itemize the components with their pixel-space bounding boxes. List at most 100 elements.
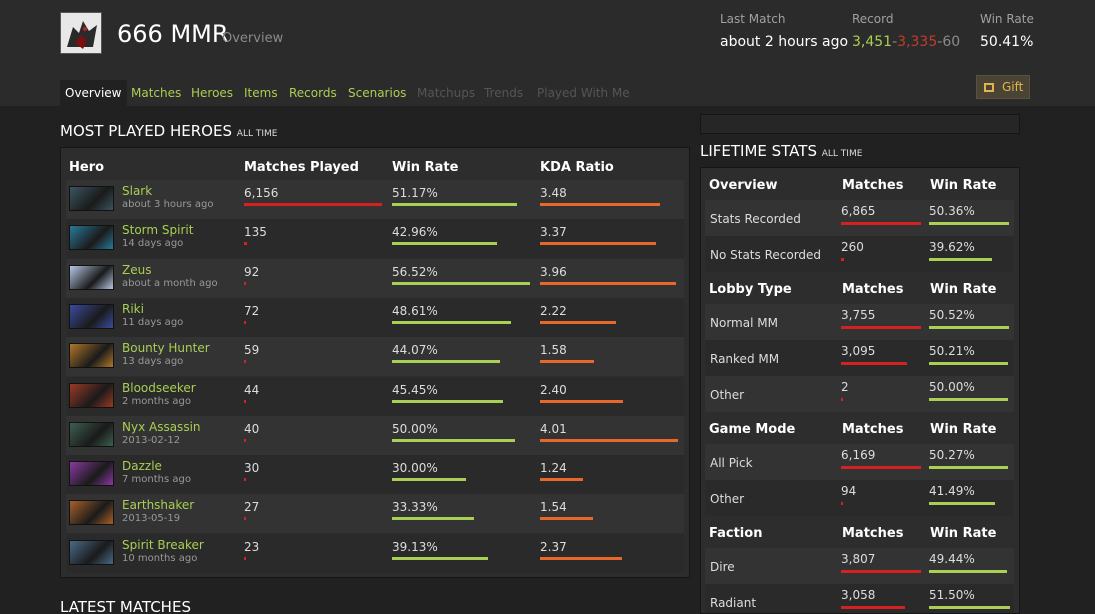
stats-win-rate-bar (929, 570, 1008, 573)
hero-name-link[interactable]: Dazzle (122, 459, 162, 474)
hero-portrait-icon[interactable] (69, 421, 114, 447)
hero-name-link[interactable]: Storm Spirit (122, 223, 194, 238)
hero-last-played: 10 months ago (122, 552, 198, 564)
hero-name-link[interactable]: Spirit Breaker (122, 537, 204, 552)
column-header-kda-ratio[interactable]: KDA Ratio (540, 160, 614, 175)
hero-portrait-icon[interactable] (69, 343, 114, 369)
hero-portrait-icon[interactable] (69, 382, 114, 408)
hero-row[interactable]: Slark about 3 hours ago 6,156 51.17% 3.48 (66, 180, 684, 219)
tab-records[interactable]: Records (289, 86, 337, 100)
hero-portrait-icon[interactable] (69, 461, 114, 487)
matches-played-value: 23 (244, 539, 260, 554)
win-rate-value: 42.96% (392, 225, 438, 240)
matches-played-value: 6,156 (244, 186, 279, 200)
gift-icon (984, 83, 994, 92)
matches-played-value: 135 (244, 225, 267, 240)
most-played-qualifier: ALL TIME (236, 129, 278, 139)
column-header-hero[interactable]: Hero (69, 160, 105, 175)
win-rate-label: Win Rate (980, 12, 1034, 26)
matches-played-bar (244, 360, 246, 364)
column-header-win-rate[interactable]: Win Rate (392, 160, 459, 175)
tab-overview[interactable]: Overview (60, 80, 127, 106)
stats-win-rate-bar (929, 258, 992, 261)
stats-row[interactable]: Normal MM 3,755 50.52% (705, 304, 1014, 340)
kda-ratio-bar (540, 399, 623, 403)
record-abandons: 60 (942, 34, 961, 50)
hero-row[interactable]: Bloodseeker 2 months ago 44 45.45% 2.40 (66, 376, 684, 416)
stats-win-rate-value: 50.36% (929, 204, 975, 218)
hero-name-link[interactable]: Earthshaker (122, 498, 195, 513)
stats-row[interactable]: No Stats Recorded 260 39.62% (705, 236, 1014, 272)
stats-win-rate-value: 49.44% (929, 552, 975, 566)
hero-name-link[interactable]: Bounty Hunter (122, 341, 210, 356)
stats-row[interactable]: Ranked MM 3,095 50.21% (705, 340, 1014, 376)
tab-scenarios[interactable]: Scenarios (348, 86, 407, 100)
last-match-value[interactable]: about 2 hours ago (720, 34, 849, 50)
stats-matches-bar (841, 606, 906, 609)
stats-row[interactable]: Radiant 3,058 51.50% (705, 584, 1014, 613)
hero-last-played: 2 months ago (122, 395, 191, 407)
tab-heroes[interactable]: Heroes (191, 86, 234, 100)
record-value: 3,451-3,335-60 (852, 34, 960, 50)
kda-ratio-value: 3.37 (540, 225, 567, 240)
hero-portrait-icon[interactable] (69, 264, 114, 290)
kda-ratio-bar (540, 281, 677, 285)
hero-row[interactable]: Bounty Hunter 13 days ago 59 44.07% 1.58 (66, 337, 684, 377)
stats-win-rate-value: 50.27% (929, 448, 975, 462)
hero-row[interactable]: Storm Spirit 14 days ago 135 42.96% 3.37 (66, 219, 684, 259)
stats-section-heading: Lobby Type (709, 282, 792, 297)
kda-ratio-value: 1.54 (540, 500, 567, 515)
stats-matches-bar (841, 326, 921, 329)
hero-last-played: about a month ago (122, 277, 218, 289)
stats-row[interactable]: Dire 3,807 49.44% (705, 548, 1014, 584)
win-rate-value: 51.17% (392, 186, 438, 200)
win-rate-bar (392, 281, 531, 285)
hero-portrait-icon[interactable] (69, 225, 114, 251)
stats-row[interactable]: All Pick 6,169 50.27% (705, 444, 1014, 480)
gift-button[interactable]: Gift (976, 75, 1030, 99)
hero-portrait-icon[interactable] (69, 303, 114, 329)
hero-name-link[interactable]: Bloodseeker (122, 380, 196, 395)
hero-name-link[interactable]: Slark (122, 184, 153, 198)
record-label: Record (852, 12, 894, 26)
stats-column-matches: Matches (842, 178, 904, 193)
tab-items[interactable]: Items (244, 86, 278, 100)
player-avatar[interactable] (60, 12, 102, 54)
stats-row[interactable]: Other 2 50.00% (705, 376, 1014, 412)
lifetime-qualifier: ALL TIME (821, 149, 863, 159)
column-header-matches-played[interactable]: Matches Played (244, 160, 359, 175)
kda-ratio-value: 1.24 (540, 461, 567, 476)
hero-name-link[interactable]: Nyx Assassin (122, 419, 201, 434)
stats-win-rate-value: 39.62% (929, 240, 975, 254)
stats-matches-bar (841, 466, 921, 469)
hero-row[interactable]: Earthshaker 2013-05-19 27 33.33% 1.54 (66, 494, 684, 534)
stats-row[interactable]: Other 94 41.49% (705, 480, 1014, 516)
stats-matches-bar (841, 362, 907, 365)
win-rate-value: 48.61% (392, 303, 438, 318)
hero-row[interactable]: Spirit Breaker 10 months ago 23 39.13% 2.37 (66, 533, 684, 573)
hero-row[interactable]: Dazzle 7 months ago 30 30.00% 1.24 (66, 455, 684, 495)
hero-row[interactable]: Zeus about a month ago 92 56.52% 3.96 (66, 258, 684, 298)
most-played-title-text: MOST PLAYED HEROES (60, 122, 232, 140)
stats-row[interactable]: Stats Recorded 6,865 50.36% (705, 200, 1014, 236)
matches-played-bar (244, 281, 247, 285)
kda-ratio-bar (540, 438, 678, 442)
top-right-panel (700, 114, 1020, 134)
stats-column-matches: Matches (842, 422, 904, 437)
latest-matches-title: LATEST MATCHES (60, 598, 191, 614)
stats-row-label: Radiant (710, 596, 757, 610)
hero-row[interactable]: Nyx Assassin 2013-02-12 40 50.00% 4.01 (66, 415, 684, 455)
hero-portrait-icon[interactable] (69, 500, 114, 526)
tab-matches[interactable]: Matches (131, 86, 182, 100)
hero-name-link[interactable]: Riki (122, 301, 144, 316)
stats-matches-value: 94 (841, 484, 857, 498)
hero-last-played: 7 months ago (122, 474, 191, 486)
hero-portrait-icon[interactable] (69, 539, 114, 565)
hero-row[interactable]: Riki 11 days ago 72 48.61% 2.22 (66, 297, 684, 337)
win-rate-bar (392, 360, 500, 364)
hero-portrait-icon[interactable] (69, 186, 114, 211)
stats-column-matches: Matches (842, 526, 904, 541)
hero-name-link[interactable]: Zeus (122, 262, 152, 277)
stats-column-win-rate: Win Rate (930, 282, 997, 297)
hero-last-played: 14 days ago (122, 238, 184, 250)
